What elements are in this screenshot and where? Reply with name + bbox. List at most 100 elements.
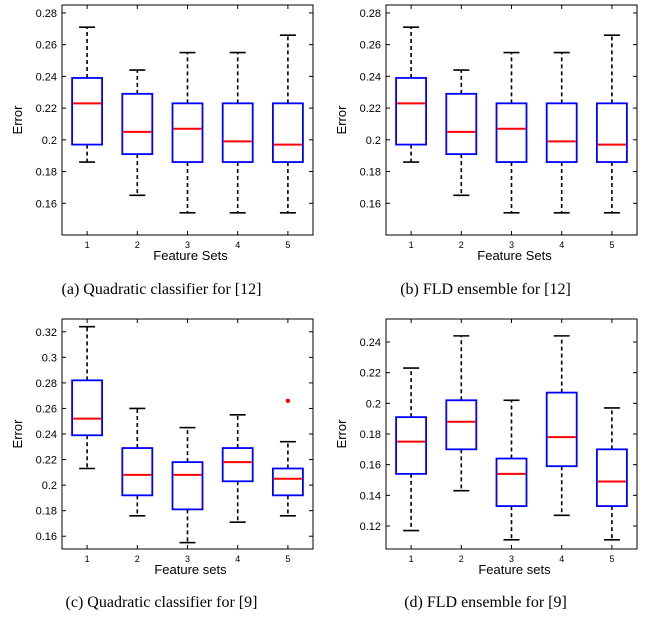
- x-tick-label: 2: [459, 554, 464, 564]
- y-tick-label: 0.16: [360, 460, 381, 472]
- y-tick-label: 0.22: [360, 103, 381, 115]
- box: [121, 447, 154, 497]
- y-tick-label: 0.14: [360, 490, 381, 502]
- box-group-4: [221, 51, 254, 214]
- box: [395, 416, 427, 475]
- boxplot-a: 0.16 0.18 0.2 0.22 0.24 0.26 0.28 1 2 3 4 5 Feature …: [10, 4, 314, 263]
- y-tick-label: 0.18: [36, 167, 57, 179]
- y-axis-label: Error: [334, 419, 349, 449]
- box: [71, 379, 103, 437]
- x-tick-label: 3: [509, 240, 514, 250]
- y-tick-label: 0.12: [360, 521, 381, 533]
- box: [445, 92, 478, 156]
- y-tick-label: 0.22: [36, 455, 57, 467]
- box: [271, 102, 304, 163]
- x-tick-label: 4: [559, 554, 564, 564]
- y-tick-label: 0.2: [366, 398, 381, 410]
- caption-c: (c) Quadratic classifier for [9]: [65, 594, 258, 611]
- x-tick-label: 2: [459, 240, 464, 250]
- y-tick-label: 0.2: [42, 135, 57, 147]
- chart-panel-b: 0.16 0.18 0.2 0.22 0.24 0.26 0.28 1 2 3 4 5 Feature …: [324, 0, 647, 314]
- y-tick-label: 0.22: [36, 103, 57, 115]
- y-tick-label: 0.32: [36, 327, 57, 339]
- boxplot-b: 0.16 0.18 0.2 0.22 0.24 0.26 0.28 1 2 3 4 5 Feature …: [334, 4, 638, 263]
- x-axis-label: Feature Sets: [477, 248, 552, 263]
- box-group-2: [121, 69, 154, 197]
- x-tick-label: 3: [509, 554, 514, 564]
- y-tick-label: 0.26: [36, 403, 57, 415]
- chart-panel-d: 0.12 0.14 0.16 0.18 0.2 0.22 0.24 1 2 3 4 5 Feature …: [324, 314, 647, 628]
- y-tick-label: 0.16: [36, 198, 57, 210]
- box: [495, 457, 528, 507]
- box-group-2: [121, 407, 154, 517]
- x-tick-label: 5: [609, 554, 614, 564]
- box: [395, 77, 427, 146]
- x-tick-label: 4: [235, 554, 240, 564]
- box-group-2: [445, 335, 478, 492]
- box: [595, 102, 628, 163]
- box-group-1: [395, 26, 427, 163]
- box-group-5: [271, 34, 304, 214]
- y-tick-label: 0.16: [360, 198, 381, 210]
- box: [445, 399, 478, 451]
- box: [595, 448, 628, 507]
- y-tick-label: 0.28: [36, 8, 57, 20]
- y-tick-label: 0.24: [360, 337, 381, 349]
- y-tick-label: 0.18: [360, 167, 381, 179]
- box-group-5: [271, 398, 304, 517]
- x-tick-label: 1: [409, 554, 414, 564]
- box-group-1: [71, 325, 103, 470]
- box-group-5: [595, 407, 628, 541]
- box-group-4: [545, 51, 578, 214]
- x-tick-label: 1: [85, 554, 90, 564]
- y-tick-label: 0.26: [36, 40, 57, 52]
- chart-panel-c: 0.16 0.18 0.2 0.22 0.24 0.26 0.28 0.3 0.32 1 2 3 4 5 F…: [0, 314, 323, 628]
- x-tick-label: 4: [235, 240, 240, 250]
- boxplot-d: 0.12 0.14 0.16 0.18 0.2 0.22 0.24 1 2 3 4 5 Feature …: [334, 318, 638, 577]
- y-tick-label: 0.18: [36, 506, 57, 518]
- box-group-3: [495, 51, 528, 214]
- box-group-4: [545, 335, 578, 517]
- y-tick-label: 0.16: [36, 531, 57, 543]
- box-group-4: [221, 414, 254, 523]
- box-group-3: [171, 426, 204, 544]
- y-tick-label: 0.26: [360, 40, 381, 52]
- y-tick-label: 0.2: [42, 480, 57, 492]
- box: [171, 461, 204, 511]
- box-group-3: [171, 51, 204, 214]
- y-tick-label: 0.28: [36, 378, 57, 390]
- x-tick-label: 1: [409, 240, 414, 250]
- box: [271, 467, 304, 497]
- x-tick-label: 4: [559, 240, 564, 250]
- box-group-2: [445, 69, 478, 197]
- x-tick-label: 3: [185, 240, 190, 250]
- y-tick-label: 0.22: [360, 368, 381, 380]
- x-axis-label: Feature sets: [478, 562, 551, 577]
- box: [171, 102, 204, 163]
- box: [545, 391, 578, 468]
- box: [71, 77, 103, 146]
- x-tick-label: 5: [285, 554, 290, 564]
- y-tick-label: 0.3: [42, 352, 57, 364]
- box-group-1: [395, 367, 427, 532]
- y-tick-label: 0.2: [366, 135, 381, 147]
- x-axis-label: Feature sets: [154, 562, 227, 577]
- x-tick-label: 3: [185, 554, 190, 564]
- box: [495, 102, 528, 163]
- y-tick-label: 0.24: [36, 71, 57, 83]
- y-axis-label: Error: [10, 419, 25, 449]
- chart-panel-a: 0.16 0.18 0.2 0.22 0.24 0.26 0.28 1 2 3 4 5 Feature …: [0, 0, 323, 314]
- box-group-1: [71, 26, 103, 163]
- caption-a: (a) Quadratic classifier for [12]: [61, 281, 262, 298]
- box: [221, 447, 254, 483]
- box-group-5: [595, 34, 628, 214]
- y-tick-label: 0.18: [360, 429, 381, 441]
- box: [221, 102, 254, 163]
- y-tick-label: 0.24: [36, 429, 57, 441]
- caption-d: (d) FLD ensemble for [9]: [404, 594, 567, 611]
- boxplot-c: 0.16 0.18 0.2 0.22 0.24 0.26 0.28 0.3 0.32 1 2 3 4 5 F…: [10, 318, 314, 577]
- outlier-point: [285, 398, 291, 403]
- box: [545, 102, 578, 163]
- y-tick-label: 0.24: [360, 71, 381, 83]
- y-axis-label: Error: [334, 105, 349, 135]
